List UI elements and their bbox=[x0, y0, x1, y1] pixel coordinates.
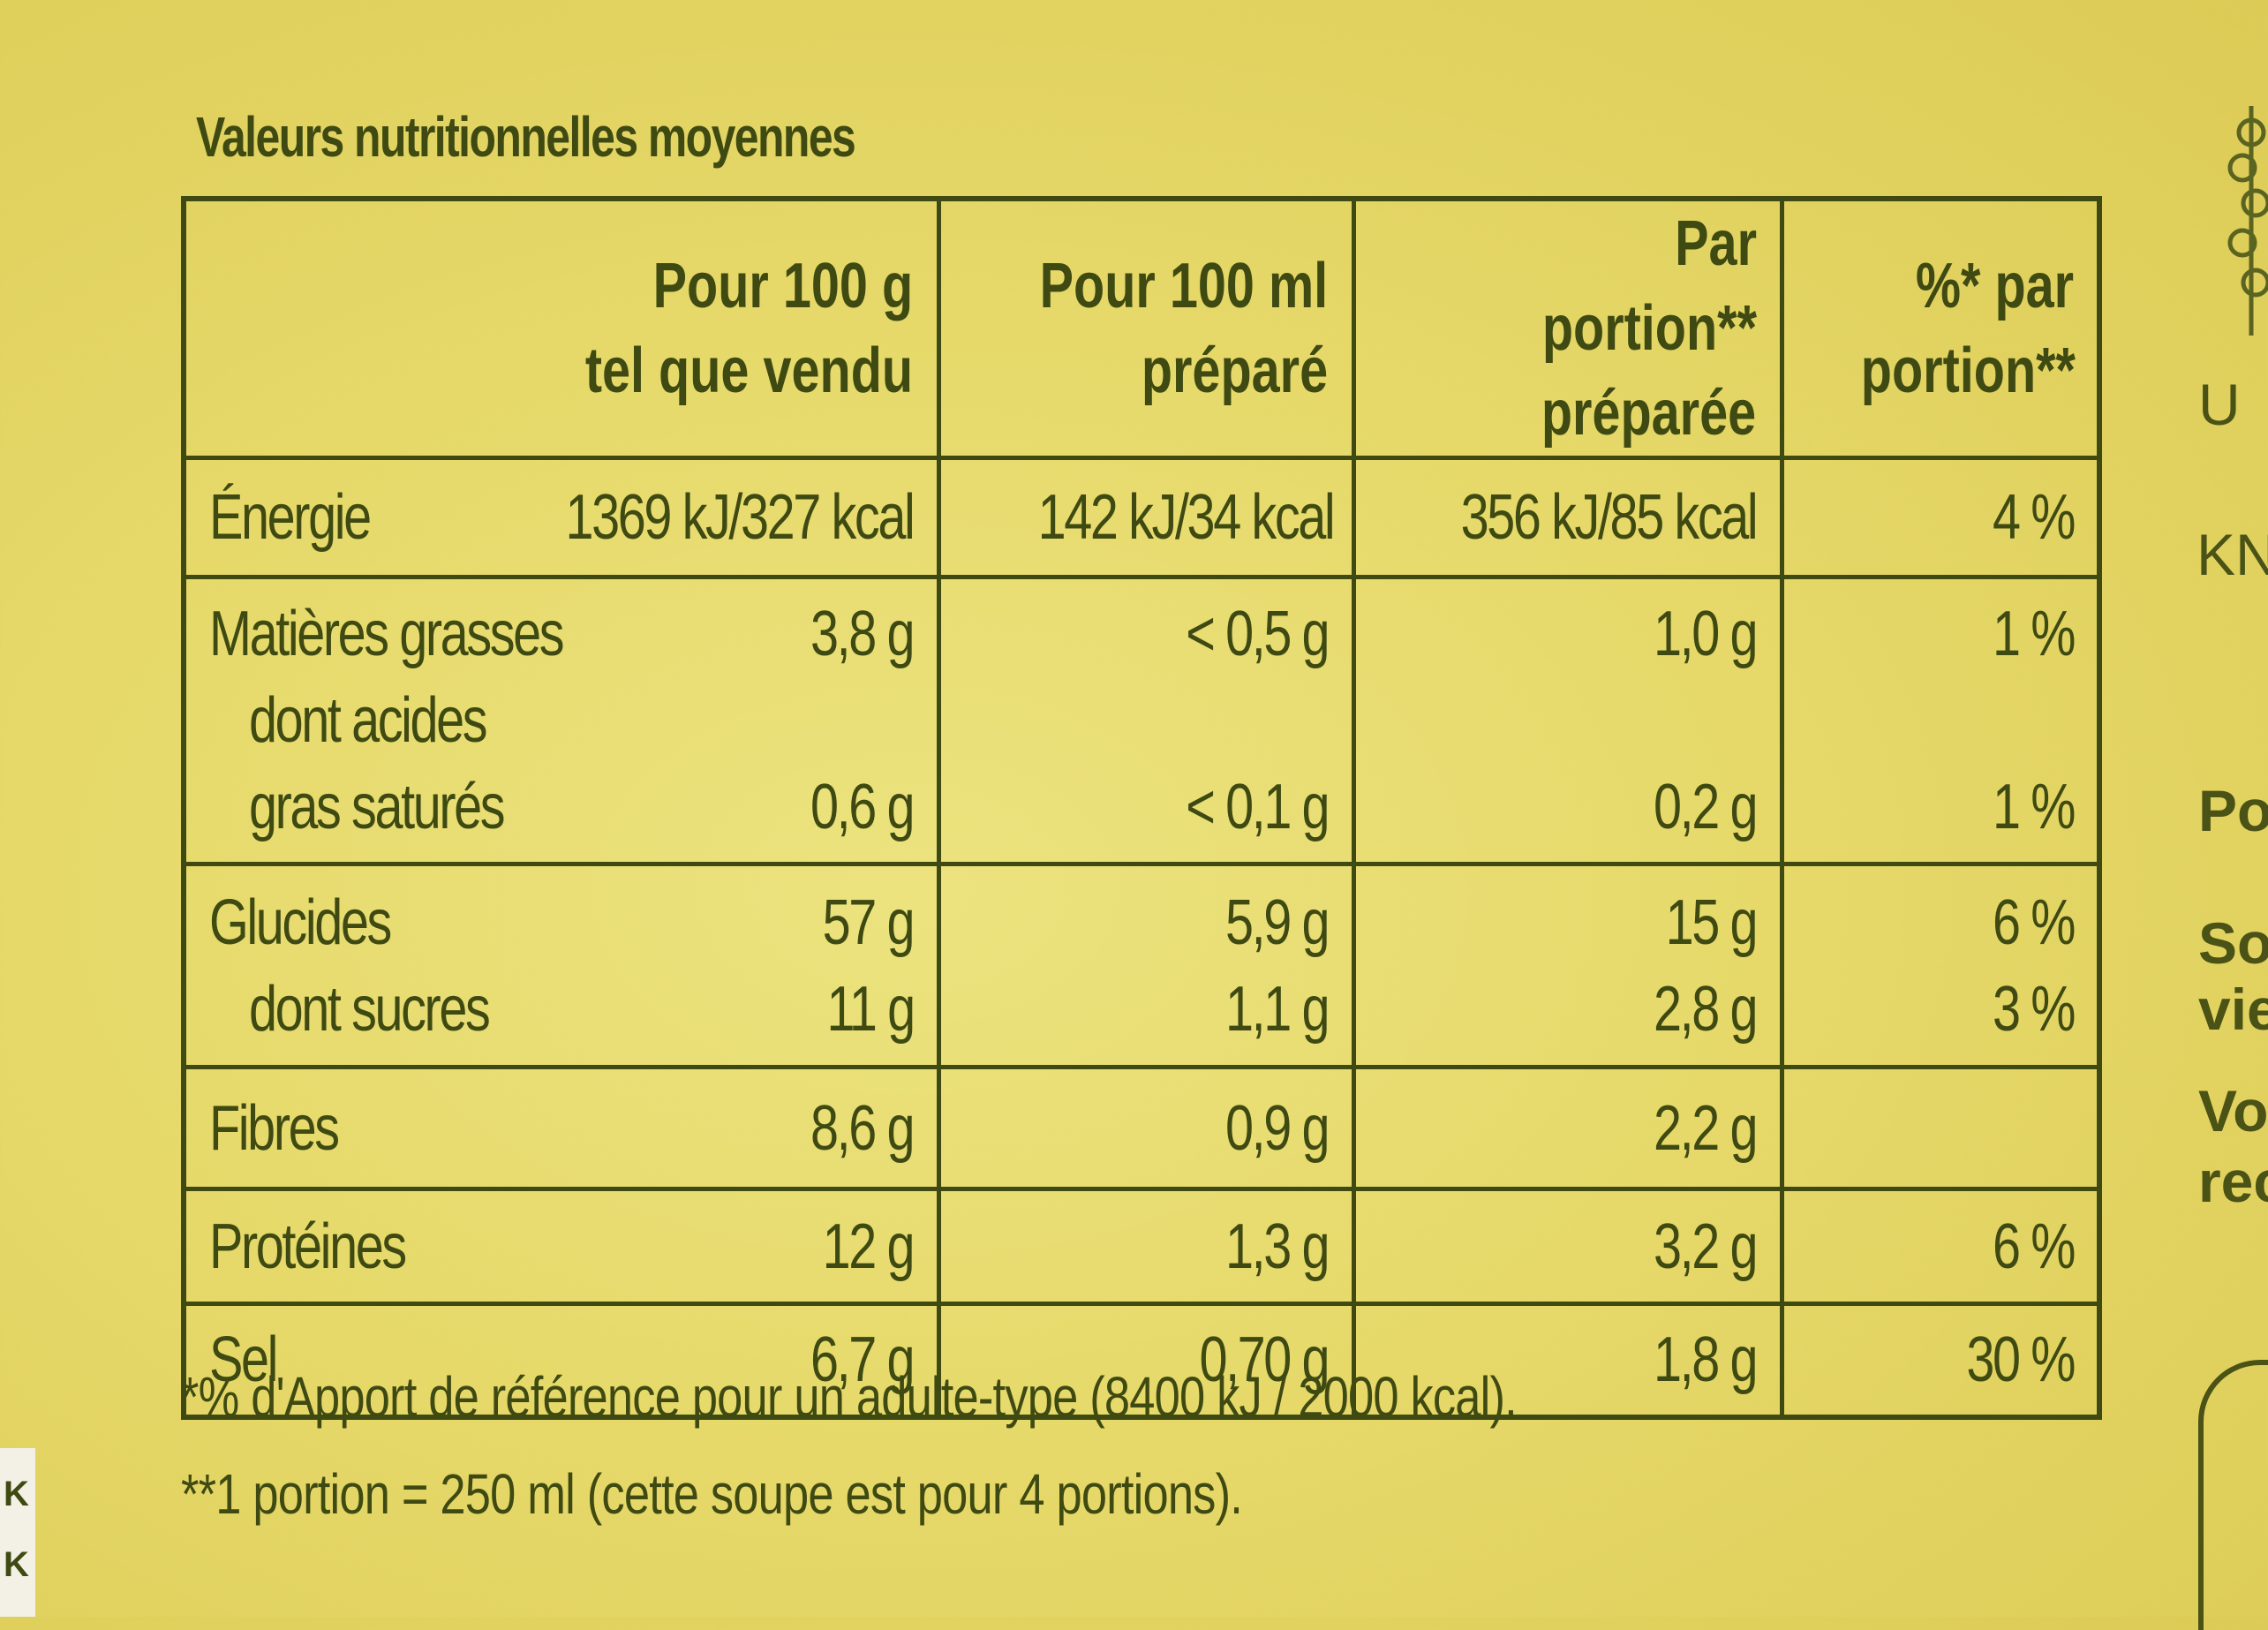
side-text-5: vie bbox=[2198, 977, 2268, 1042]
fibres-portion: 2,2 g bbox=[1654, 1092, 1759, 1164]
table-title: Valeurs nutritionnelles moyennes bbox=[196, 105, 856, 169]
sucres-100ml: 1,1 g bbox=[1225, 973, 1330, 1045]
satures-percent: 1 % bbox=[1992, 772, 2076, 842]
side-text-2: KN bbox=[2196, 522, 2268, 587]
header-per-portion-line1: Par portion** bbox=[1541, 208, 1757, 364]
header-per-100g-line2: tel que vendu bbox=[585, 336, 914, 406]
side-text-6: Vo bbox=[2198, 1078, 2268, 1143]
header-percent-portion-line2: portion** bbox=[1860, 336, 2076, 406]
decorative-border-curve bbox=[2198, 1360, 2268, 1630]
header-row: Pour 100 g tel que vendu Pour 100 ml pré… bbox=[181, 196, 2102, 460]
matieres-percent: 1 % bbox=[1992, 599, 2076, 669]
glucides-100g: 57 g bbox=[822, 887, 915, 958]
footnote-reference-intake: *% d'Apport de référence pour un adulte-… bbox=[181, 1365, 1518, 1429]
footnote-portion-size: **1 portion = 250 ml (cette soupe est po… bbox=[181, 1462, 1243, 1526]
header-per-100ml-line2: préparé bbox=[1142, 336, 1329, 406]
matieres-100ml: < 0,5 g bbox=[1186, 599, 1330, 669]
fibres-100g: 8,6 g bbox=[810, 1092, 915, 1164]
proteines-100ml: 1,3 g bbox=[1225, 1211, 1330, 1282]
sel-portion: 1,8 g bbox=[1654, 1324, 1759, 1396]
sucres-portion: 2,8 g bbox=[1654, 973, 1759, 1045]
header-per-100g: Pour 100 g tel que vendu bbox=[181, 196, 941, 460]
glucides-portion: 15 g bbox=[1665, 887, 1759, 958]
proteines-percent: 6 % bbox=[1992, 1211, 2076, 1282]
nutrition-table: Pour 100 g tel que vendu Pour 100 ml pré… bbox=[181, 196, 2102, 1420]
header-per-100ml: Pour 100 ml préparé bbox=[936, 196, 1356, 460]
table-row-energie: Énergie 1369 kJ/327 kcal 142 kJ/34 kcal 3… bbox=[181, 456, 2102, 579]
glucides-percent: 6 % bbox=[1992, 887, 2076, 958]
label-gras-satures: gras saturés bbox=[249, 772, 506, 842]
side-text-4: So bbox=[2198, 910, 2268, 976]
left-edge-char-2: K bbox=[4, 1545, 29, 1584]
left-edge-strip: K K bbox=[0, 1448, 35, 1617]
table-row-sel: Sel 6,7 g 0,70 g 1,8 g 30 % bbox=[181, 1302, 2102, 1419]
header-per-100ml-line1: Pour 100 ml bbox=[1039, 251, 1329, 321]
side-text-7: rec bbox=[2198, 1149, 2268, 1214]
label-dont-acides: dont acides bbox=[249, 685, 488, 756]
left-edge-char-1: K bbox=[4, 1475, 29, 1513]
satures-100ml: < 0,1 g bbox=[1186, 772, 1330, 842]
sucres-percent: 3 % bbox=[1992, 973, 2076, 1045]
sel-100ml: 0,70 g bbox=[1199, 1324, 1330, 1396]
label-fibres: Fibres bbox=[209, 1092, 340, 1164]
energie-portion: 356 kJ/85 kcal bbox=[1460, 482, 1759, 553]
sucres-100g: 11 g bbox=[826, 973, 915, 1045]
table-row-fibres: Fibres 8,6 g 0,9 g 2,2 g bbox=[181, 1065, 2102, 1191]
fibres-100ml: 0,9 g bbox=[1225, 1092, 1330, 1164]
label-matieres-grasses: Matières grasses bbox=[209, 599, 565, 669]
table-row-matieres-grasses: Matières grasses 3,8 g dont acides gras s… bbox=[181, 575, 2102, 866]
label-proteines: Protéines bbox=[209, 1211, 407, 1282]
header-per-portion: Par portion** préparée bbox=[1351, 196, 1784, 460]
header-percent-portion-line1: %* par bbox=[1915, 251, 2074, 321]
header-per-100g-line1: Pour 100 g bbox=[653, 251, 914, 321]
matieres-100g: 3,8 g bbox=[810, 599, 915, 669]
proteines-100g: 12 g bbox=[822, 1211, 915, 1282]
side-text-3: Po bbox=[2198, 778, 2268, 843]
decorative-plant-icon bbox=[2227, 106, 2268, 336]
label-energie: Énergie bbox=[209, 482, 372, 553]
energie-100ml: 142 kJ/34 kcal bbox=[1037, 482, 1335, 553]
energie-percent: 4 % bbox=[1992, 482, 2076, 553]
header-percent-portion: %* par portion** bbox=[1779, 196, 2102, 460]
sel-100g: 6,7 g bbox=[810, 1324, 915, 1396]
header-per-portion-line2: préparée bbox=[1541, 378, 1757, 449]
side-text-1: U bbox=[2198, 372, 2241, 437]
satures-portion: 0,2 g bbox=[1654, 772, 1759, 842]
table-row-proteines: Protéines 12 g 1,3 g 3,2 g 6 % bbox=[181, 1187, 2102, 1306]
satures-100g: 0,6 g bbox=[810, 772, 915, 842]
label-sel: Sel bbox=[209, 1324, 278, 1396]
matieres-portion: 1,0 g bbox=[1654, 599, 1759, 669]
energie-100g: 1369 kJ/327 kcal bbox=[565, 482, 915, 553]
sel-percent: 30 % bbox=[1966, 1324, 2076, 1396]
glucides-100ml: 5,9 g bbox=[1225, 887, 1330, 958]
table-row-glucides: Glucides 57 g dont sucres 11 g 5,9 g 1,1 g… bbox=[181, 862, 2102, 1069]
label-glucides: Glucides bbox=[209, 887, 392, 958]
label-dont-sucres: dont sucres bbox=[249, 973, 491, 1045]
proteines-portion: 3,2 g bbox=[1654, 1211, 1759, 1282]
